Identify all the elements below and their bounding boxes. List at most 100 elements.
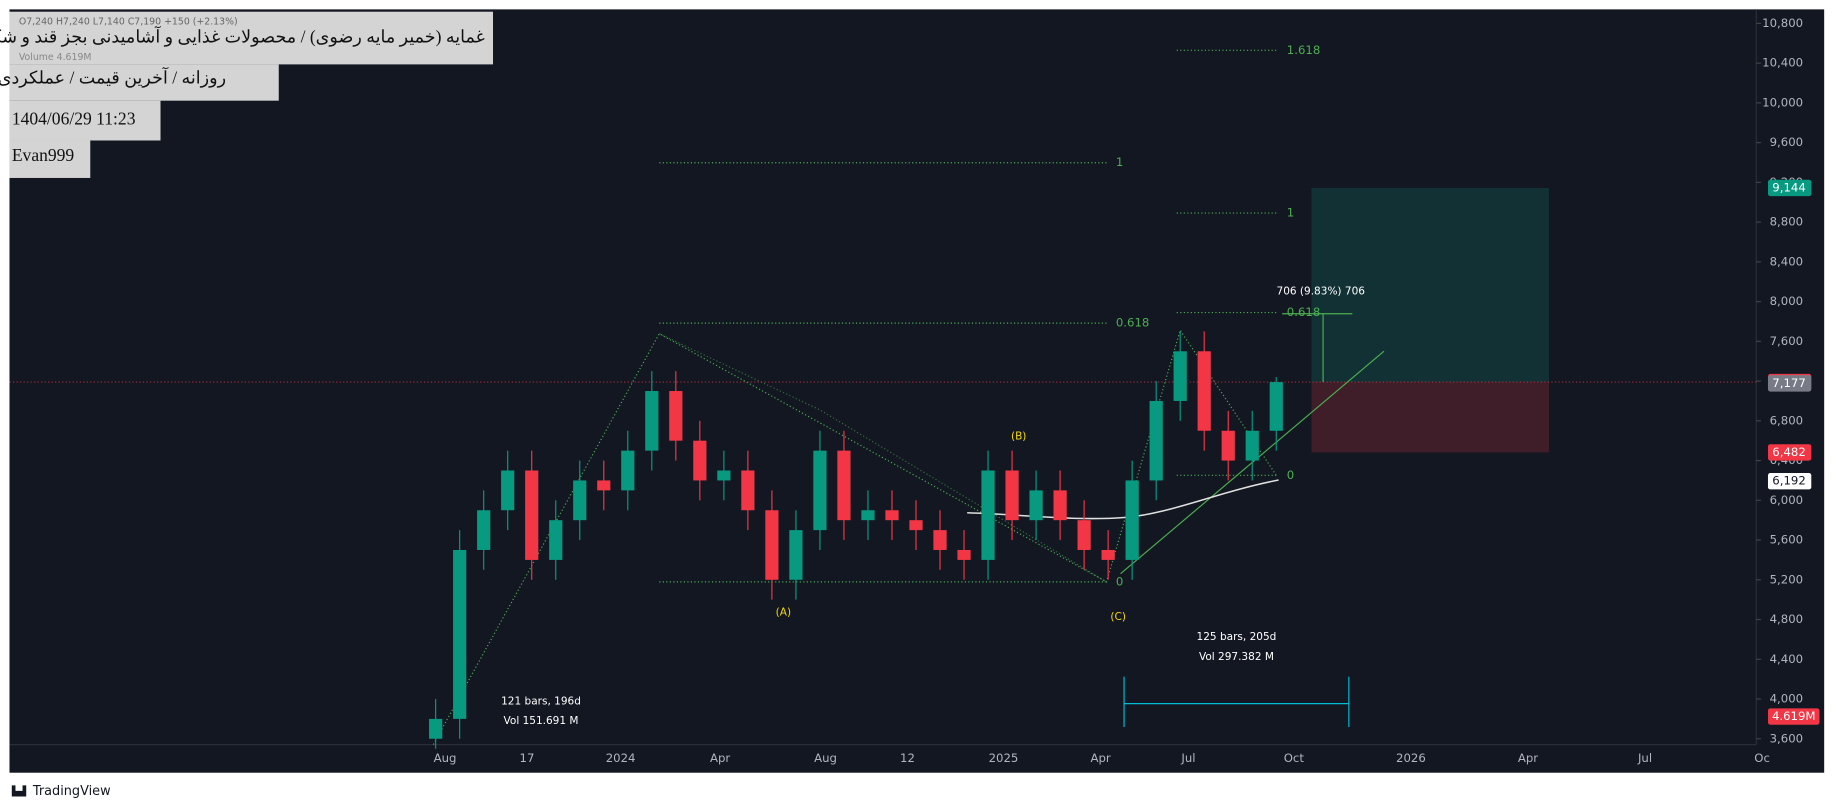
stop-zone (1311, 382, 1550, 453)
candle-body (645, 391, 659, 451)
y-tick-label: 8,000 (1770, 294, 1803, 308)
x-tick-label: Apr (1091, 751, 1111, 765)
plot: 3,6004,0004,4004,8005,2005,6006,0006,400… (9, 16, 1820, 765)
candle-body (765, 510, 779, 580)
candle-body (1101, 549, 1115, 560)
chart-area (9, 9, 1825, 773)
range-label: 121 bars, 196d (501, 695, 581, 707)
y-tick-label: 8,400 (1770, 254, 1803, 268)
price-marker (1767, 444, 1812, 461)
date-box (9, 100, 161, 141)
wave-label: (C) (1110, 611, 1126, 623)
candle-body (453, 549, 467, 719)
fib-label: 0 (1116, 574, 1123, 588)
measure-label: 706 (9.83%) 706 (1277, 286, 1366, 298)
fib-label: 0 (1287, 468, 1294, 482)
x-tick-label: Oc (1754, 751, 1770, 765)
x-tick-label: Oct (1284, 751, 1305, 765)
fib-label: 0.618 (1287, 305, 1320, 319)
title: غمایه (خمیر مایه رضوی) / محصولات غذایی و… (0, 26, 485, 48)
candle-body (501, 470, 515, 511)
y-tick-label: 4,000 (1770, 692, 1803, 706)
candle-body (789, 530, 803, 580)
price-marker-label: 6,482 (1772, 445, 1805, 459)
candle-body (1077, 520, 1091, 550)
y-tick-label: 8,800 (1770, 215, 1803, 229)
wave-line (659, 333, 1107, 583)
candle-body (1245, 430, 1259, 461)
fib-label: 1 (1116, 155, 1123, 169)
candle-body (621, 450, 635, 491)
author-box (9, 140, 91, 178)
candle-body (861, 510, 875, 521)
price-marker-label: 6,192 (1772, 474, 1805, 488)
candle-body (525, 470, 539, 560)
candle-body (933, 530, 947, 550)
ohlc: O7,240 H7,240 L7,140 C7,190 +150 (+2.13%… (19, 17, 238, 28)
subtitle: روزانه / آخرین قیمت / عملکردی (0, 67, 226, 89)
candle-body (837, 450, 851, 521)
candle-body (669, 391, 683, 441)
candle-body (429, 718, 443, 739)
y-tick-label: 6,800 (1770, 413, 1803, 427)
y-tick-label: 10,000 (1762, 95, 1803, 109)
wave-label: (A) (776, 606, 791, 618)
price-marker (1767, 179, 1812, 197)
range-label: Vol 297.382 M (1199, 651, 1274, 663)
x-tick-label: Aug (434, 751, 457, 765)
candle-body (477, 510, 491, 550)
target-zone (1311, 187, 1550, 383)
price-marker-label: 9,144 (1772, 180, 1805, 194)
candle-body (1053, 490, 1067, 521)
candle-body (957, 549, 971, 560)
y-tick-label: 6,000 (1770, 493, 1803, 507)
y-tick-label: 5,600 (1770, 533, 1803, 547)
x-tick-label: 12 (900, 751, 915, 765)
x-tick-label: Aug (814, 751, 837, 765)
footer: TradingView (32, 784, 111, 799)
x-tick-label: Jul (1637, 751, 1652, 765)
fib-label: 1 (1287, 206, 1294, 220)
price-marker (1767, 375, 1812, 392)
price-marker-label: 7,177 (1772, 376, 1805, 390)
x-tick-label: Apr (710, 751, 730, 765)
volume-marker-label: 4.619M (1772, 709, 1816, 723)
candle-body (1173, 351, 1187, 401)
candle-body (693, 440, 707, 481)
moving-average (967, 479, 1279, 520)
candle-body (1269, 382, 1283, 431)
candle-body (885, 510, 899, 521)
wave-label: (B) (1011, 431, 1026, 443)
y-tick-label: 5,200 (1770, 572, 1803, 586)
price-marker (1767, 473, 1812, 490)
candle-body (813, 450, 827, 531)
fib-label: 1.618 (1287, 43, 1320, 57)
author: Evan999 (12, 145, 75, 165)
candle-body (909, 520, 923, 531)
candle-body (717, 470, 731, 481)
logo: ▙▟ (11, 785, 27, 797)
y-tick-label: 3,600 (1770, 731, 1803, 745)
candle-body (573, 480, 587, 521)
volume-label: Volume 4.619M (19, 52, 92, 63)
y-tick-label: 4,800 (1770, 612, 1803, 626)
x-tick-label: 2026 (1396, 751, 1426, 765)
x-tick-label: 2025 (989, 751, 1019, 765)
title-box (9, 11, 494, 65)
candle-body (1149, 400, 1163, 481)
y-tick-label: 10,800 (1762, 16, 1803, 30)
candle-body (981, 470, 995, 560)
y-tick-label: 4,400 (1770, 652, 1803, 666)
x-tick-label: Jul (1180, 751, 1195, 765)
range-label: Vol 151.691 M (504, 715, 579, 727)
candle-body (741, 470, 755, 511)
candle-body (1125, 480, 1139, 560)
volume-marker (1767, 708, 1820, 725)
datetime: 1404/06/29 11:23 (12, 109, 136, 129)
y-tick-label: 9,600 (1770, 135, 1803, 149)
subtitle-box (9, 64, 279, 101)
candle-body (1197, 351, 1211, 431)
wave-line (432, 328, 1277, 745)
